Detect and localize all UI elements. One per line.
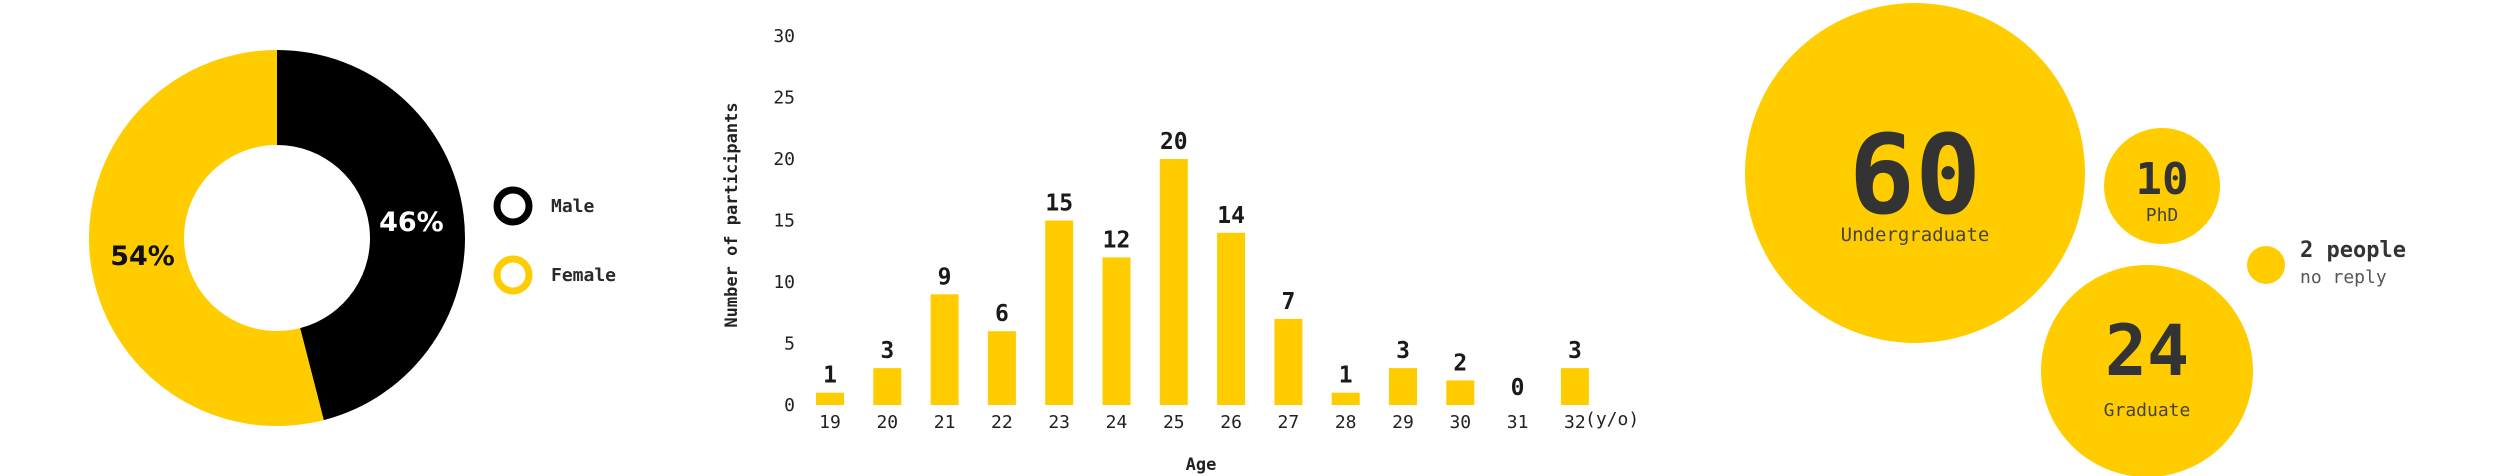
x-tick-label: 29 bbox=[1392, 412, 1414, 433]
x-tick-label: 25 bbox=[1163, 412, 1185, 433]
x-tick-label: 30 bbox=[1449, 412, 1471, 433]
bar-value-label: 3 bbox=[1568, 338, 1582, 364]
y-axis-title: Number of participants bbox=[722, 102, 742, 327]
bubble-value-undergraduate: 60 bbox=[1849, 111, 1981, 239]
x-tick-label: 26 bbox=[1220, 412, 1242, 433]
bar-value-label: 7 bbox=[1281, 289, 1295, 315]
y-tick-label: 5 bbox=[784, 334, 795, 355]
gender-donut-chart: 46% 54% bbox=[88, 50, 465, 427]
legend-label-female: Female bbox=[551, 265, 616, 286]
bubble-undergraduate bbox=[1745, 3, 2085, 343]
x-tick-label: 31 bbox=[1507, 412, 1529, 433]
no-reply-note: 2 people no reply bbox=[2247, 238, 2406, 288]
bar-value-label: 14 bbox=[1217, 203, 1245, 229]
bar-age-32 bbox=[1560, 368, 1589, 405]
no-reply-count: 2 people bbox=[2300, 238, 2406, 263]
x-tick-label: 28 bbox=[1335, 412, 1357, 433]
bubble-phd bbox=[2104, 128, 2220, 244]
bar-value-label: 9 bbox=[938, 264, 952, 290]
bar-age-23 bbox=[1045, 220, 1074, 405]
x-axis-ticks: 19 20 21 22 23 24 25 26 27 28 29 30 31 32 bbox=[819, 412, 1586, 433]
bubble-value-phd: 10 bbox=[2136, 154, 2189, 205]
bar-value-label: 20 bbox=[1160, 129, 1188, 155]
bar-age-22 bbox=[987, 331, 1016, 405]
bar-age-30 bbox=[1446, 380, 1475, 405]
bar-value-label: 1 bbox=[823, 363, 837, 389]
legend-marker-female bbox=[493, 255, 533, 295]
bar-value-label: 3 bbox=[880, 338, 894, 364]
x-axis-title: Age bbox=[1186, 455, 1217, 475]
no-reply-dot bbox=[2247, 246, 2285, 284]
bubble-label-undergraduate: Undergraduate bbox=[1841, 224, 1990, 246]
bar-age-24 bbox=[1102, 257, 1131, 405]
bar-age-25 bbox=[1159, 159, 1188, 405]
bar-value-label: 3 bbox=[1396, 338, 1410, 364]
bar-value-label: 15 bbox=[1045, 191, 1073, 217]
y-tick-label: 15 bbox=[773, 211, 795, 232]
bar-value-label: 0 bbox=[1511, 375, 1525, 401]
bar-age-19 bbox=[816, 392, 844, 405]
donut-label-male: 46% bbox=[379, 207, 444, 238]
donut-slice-male bbox=[277, 50, 465, 421]
bar-age-26 bbox=[1217, 232, 1246, 405]
y-tick-label: 25 bbox=[773, 88, 795, 109]
bubble-label-phd: PhD bbox=[2146, 205, 2179, 226]
legend-label-male: Male bbox=[551, 196, 595, 217]
x-tick-label: 21 bbox=[934, 412, 956, 433]
y-axis-ticks: 0 5 10 15 20 25 30 bbox=[773, 26, 795, 416]
x-tick-label: 27 bbox=[1278, 412, 1300, 433]
no-reply-text: no reply bbox=[2300, 267, 2387, 288]
bar-value-label: 12 bbox=[1103, 227, 1131, 253]
x-axis-unit: (y/o) bbox=[1585, 409, 1639, 430]
bar-age-29 bbox=[1389, 368, 1417, 405]
y-tick-label: 0 bbox=[784, 395, 795, 416]
bar-age-28 bbox=[1331, 392, 1360, 405]
legend-marker-male bbox=[493, 186, 533, 226]
y-tick-label: 30 bbox=[773, 26, 795, 47]
bubble-value-graduate: 24 bbox=[2105, 310, 2189, 392]
bar-value-label: 2 bbox=[1453, 350, 1467, 376]
x-tick-label: 23 bbox=[1048, 412, 1070, 433]
x-tick-label: 20 bbox=[876, 412, 898, 433]
bar-age-20 bbox=[873, 368, 902, 405]
y-tick-label: 20 bbox=[773, 149, 795, 170]
bubble-graduate bbox=[2041, 265, 2253, 476]
bars bbox=[816, 159, 1589, 405]
donut-label-female: 54% bbox=[110, 241, 175, 272]
x-tick-label: 22 bbox=[991, 412, 1013, 433]
x-tick-label: 32 bbox=[1564, 412, 1586, 433]
bubble-label-graduate: Graduate bbox=[2104, 400, 2191, 421]
gender-legend: Male Female bbox=[493, 186, 616, 295]
bar-value-label: 6 bbox=[995, 301, 1009, 327]
y-tick-label: 10 bbox=[773, 272, 795, 293]
bar-age-27 bbox=[1274, 318, 1303, 405]
bar-age-21 bbox=[930, 294, 959, 405]
bar-value-label: 1 bbox=[1339, 363, 1353, 389]
x-tick-label: 19 bbox=[819, 412, 841, 433]
x-tick-label: 24 bbox=[1106, 412, 1128, 433]
donut-slice-female bbox=[88, 50, 324, 427]
